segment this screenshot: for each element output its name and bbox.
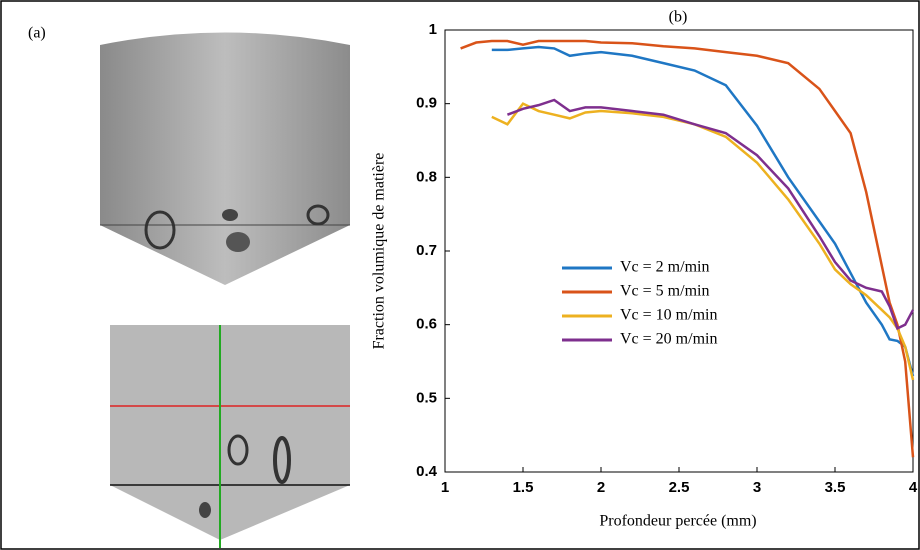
- series-line: [491, 102, 915, 381]
- y-tick-label: 0.8: [416, 168, 437, 185]
- y-tick-label: 0.5: [416, 389, 437, 406]
- x-tick-label: 3: [753, 479, 761, 496]
- legend-label: Vc = 2 m/min: [620, 259, 709, 276]
- y-axis-label: Fraction volumique de matière: [371, 153, 388, 350]
- y-tick-label: 0.7: [416, 242, 437, 259]
- series-line: [491, 45, 915, 377]
- legend-label: Vc = 5 m/min: [620, 283, 709, 300]
- legend-label: Vc = 10 m/min: [620, 307, 717, 324]
- x-tick-label: 2: [597, 479, 605, 496]
- panel-label: (a): [28, 25, 46, 42]
- x-axis-label: Profondeur percée (mm): [599, 513, 756, 530]
- x-tick-label: 4: [909, 479, 918, 496]
- series-line: [460, 39, 915, 458]
- x-tick-label: 1: [441, 479, 449, 496]
- y-tick-label: 0.6: [416, 316, 437, 333]
- x-tick-label: 2.5: [669, 479, 690, 496]
- legend-label: Vc = 20 m/min: [620, 331, 717, 348]
- y-tick-label: 1: [429, 21, 437, 38]
- series-line: [506, 98, 915, 331]
- y-tick-label: 0.9: [416, 95, 437, 112]
- x-tick-label: 3.5: [825, 479, 846, 496]
- specimen-slice: [110, 325, 350, 548]
- x-tick-label: 1.5: [513, 479, 534, 496]
- y-tick-label: 0.4: [416, 463, 438, 480]
- specimen-3d: [100, 32, 350, 285]
- chart-title: (b): [669, 9, 688, 26]
